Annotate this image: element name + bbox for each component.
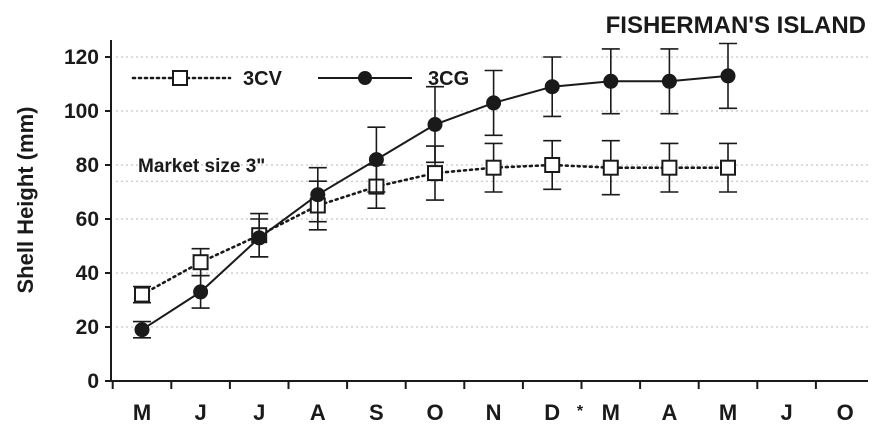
series-layer <box>133 42 737 339</box>
point-3CG-4 <box>368 152 384 168</box>
x-tick-label-11: J <box>780 400 792 425</box>
series-3CG <box>133 42 737 339</box>
tick-layer: 0 20 40 60 80 100 120 M J J A S O N D M A M J O <box>64 46 854 425</box>
x-tick-label-2: J <box>253 400 265 425</box>
point-3CV-8 <box>602 159 619 176</box>
legend-entry-3CV: 3CV <box>131 68 283 90</box>
legend-marker-3CG <box>358 71 372 85</box>
market-size-annotation: Market size 3" <box>138 156 265 177</box>
point-3CG-5 <box>427 117 443 132</box>
y-tick-label-120: 120 <box>64 46 99 69</box>
point-3CV-10 <box>720 159 736 176</box>
point-3CG-0 <box>134 322 150 338</box>
y-tick-label-40: 40 <box>76 262 99 285</box>
point-3CV-0 <box>134 286 150 303</box>
point-3CV-6 <box>485 159 502 176</box>
x-tick-label-3: A <box>310 400 326 425</box>
y-tick-label-0: 0 <box>87 370 99 393</box>
point-3CG-8 <box>603 73 619 89</box>
x-tick-label-0: M <box>133 400 151 425</box>
y-tick-label-60: 60 <box>76 208 99 231</box>
legend: 3CV 3CG <box>131 68 469 90</box>
axis-layer <box>110 40 868 382</box>
x-tick-label-8: M <box>602 400 620 425</box>
point-3CG-2 <box>251 230 267 246</box>
legend-marker-3CV <box>172 70 188 86</box>
x-tick-label-6: N <box>486 400 502 425</box>
grid-layer <box>116 56 868 328</box>
x-tick-label-1: J <box>194 400 206 425</box>
point-3CG-3 <box>310 187 326 203</box>
legend-entry-3CG: 3CG <box>318 68 469 90</box>
legend-label-3CV: 3CV <box>243 68 283 90</box>
x-tick-label-10: M <box>719 400 737 425</box>
point-3CV-5 <box>427 165 443 182</box>
y-tick-label-20: 20 <box>76 316 99 339</box>
y-tick-label-100: 100 <box>64 100 99 123</box>
chart-title: FISHERMAN'S ISLAND <box>606 12 866 39</box>
point-3CG-9 <box>661 73 677 89</box>
point-3CV-9 <box>661 159 678 176</box>
legend-label-3CG: 3CG <box>428 68 469 90</box>
point-3CG-1 <box>193 284 209 300</box>
point-3CV-7 <box>544 157 561 173</box>
x-tick-label-4: S <box>369 400 384 425</box>
x-tick-label-12: O <box>837 400 854 425</box>
point-3CG-10 <box>720 68 736 84</box>
x-tick-label-9: A <box>661 400 677 425</box>
point-3CG-6 <box>486 95 502 111</box>
x-tick-label-7: D <box>544 400 560 425</box>
x-tick-label-5: O <box>426 400 443 425</box>
y-tick-label-80: 80 <box>76 154 99 177</box>
point-3CV-1 <box>192 254 209 271</box>
season-break-asterisk: * <box>577 403 584 420</box>
y-axis-label: Shell Height (mm) <box>13 106 38 293</box>
point-3CG-7 <box>544 79 560 95</box>
